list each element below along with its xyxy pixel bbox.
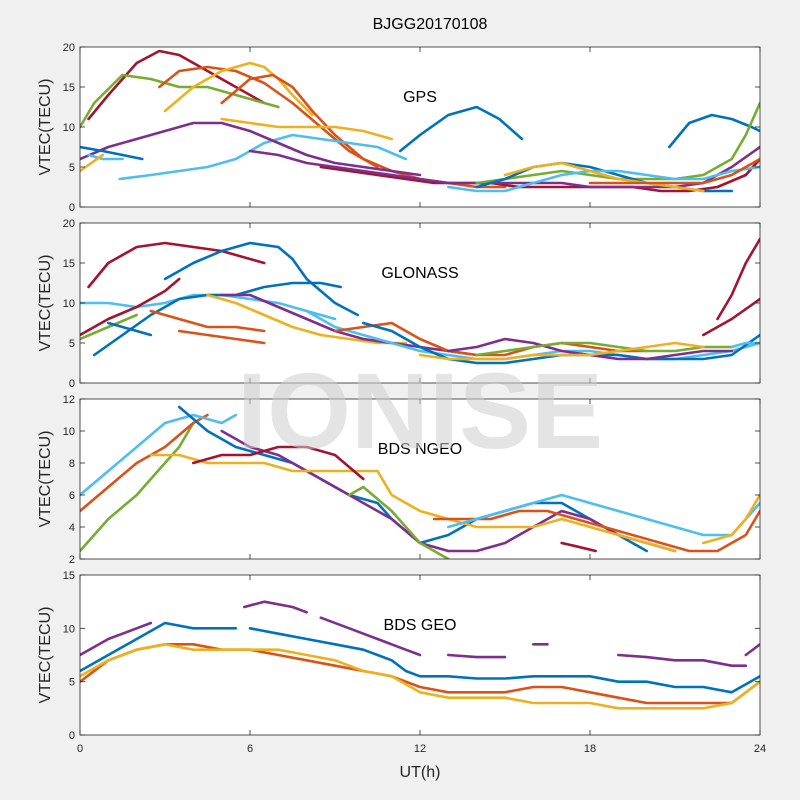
- series-group: [80, 49, 760, 193]
- series-line-1: [87, 241, 266, 289]
- panel-title: GPS: [403, 89, 437, 106]
- x-tick-label: 6: [247, 743, 253, 755]
- series-line-20: [80, 153, 104, 173]
- series-line-10: [446, 493, 760, 537]
- y-tick-label: 6: [69, 490, 75, 502]
- figure-title: BJGG20170108: [373, 16, 488, 33]
- series-line-3: [158, 65, 379, 169]
- series-line-2: [163, 241, 360, 317]
- panel-title: GLONASS: [381, 265, 458, 282]
- series-line-4: [446, 653, 507, 659]
- x-tick-label: 24: [754, 743, 766, 755]
- y-axis-label: VTEC(TECU): [37, 79, 54, 176]
- y-tick-label: 0: [69, 378, 75, 390]
- panel-3: 2 4 6 8 10 12 VTEC(TECU) BDS NGEO: [37, 394, 761, 566]
- series-line-1: [87, 49, 266, 121]
- y-tick-label: 15: [63, 82, 75, 94]
- series-line-13: [333, 321, 649, 357]
- x-tick-label: 12: [414, 743, 426, 755]
- y-axis-label: VTEC(TECU): [37, 255, 54, 352]
- y-tick-label: 10: [63, 122, 75, 134]
- series-line-7: [80, 621, 238, 673]
- series-line-7: [107, 321, 153, 337]
- series-line-9: [432, 509, 760, 553]
- series-group: [80, 600, 760, 710]
- series-group: [80, 405, 760, 559]
- watermark: IONISE: [237, 350, 603, 471]
- series-line-2: [243, 600, 309, 614]
- series-line-5: [616, 653, 748, 668]
- x-tick-label: 18: [584, 743, 596, 755]
- y-tick-label: 2: [69, 554, 75, 566]
- series-line-19: [701, 297, 760, 337]
- plot-area: [80, 399, 760, 559]
- series-line-8: [248, 626, 760, 694]
- series-line-2: [80, 73, 280, 129]
- series-line-7: [667, 113, 760, 149]
- series-line-10: [220, 117, 394, 141]
- series-line-17: [418, 341, 705, 361]
- series-line-3: [80, 413, 238, 497]
- y-tick-label: 4: [69, 522, 75, 534]
- series-line-6: [80, 313, 138, 341]
- series-line-7: [192, 445, 365, 481]
- series-line-19: [87, 153, 124, 161]
- panel-1: 0 5 10 15 20 VTEC(TECU) GPS: [37, 42, 761, 214]
- series-line-10: [206, 293, 408, 345]
- y-tick-label: 5: [69, 338, 75, 350]
- y-tick-label: 15: [63, 570, 75, 582]
- panel-2: 0 5 10 15 20 VTEC(TECU) GLONASS: [37, 218, 761, 390]
- series-line-10: [80, 642, 760, 710]
- panel-4: 0 5 10 15 0 6 12 18 24 VTEC(TECU) BDS GEO UT(h): [37, 570, 766, 781]
- y-tick-label: 5: [69, 677, 75, 689]
- y-tick-label: 20: [63, 218, 75, 230]
- y-tick-label: 12: [63, 394, 75, 406]
- series-line-17: [588, 157, 760, 185]
- series-line-11: [220, 293, 479, 357]
- panel-title: BDS GEO: [384, 617, 457, 634]
- series-line-18: [80, 145, 144, 161]
- series-line-16: [475, 341, 734, 357]
- series-line-6: [398, 105, 524, 153]
- series-line-16: [503, 161, 705, 193]
- series-line-8: [149, 309, 266, 333]
- y-tick-label: 10: [63, 426, 75, 438]
- y-tick-label: 5: [69, 162, 75, 174]
- series-line-18: [716, 237, 760, 321]
- y-tick-label: 20: [63, 42, 75, 54]
- series-line-9: [80, 121, 422, 177]
- series-line-5: [80, 277, 181, 337]
- series-line-12: [560, 541, 598, 553]
- series-line-1: [80, 421, 195, 553]
- y-tick-label: 0: [69, 202, 75, 214]
- plot-area: [80, 223, 760, 383]
- x-tick-label: 0: [77, 743, 83, 755]
- y-tick-label: 15: [63, 258, 75, 270]
- y-tick-label: 10: [63, 298, 75, 310]
- panel-title: BDS NGEO: [378, 441, 462, 458]
- series-line-11: [701, 493, 760, 545]
- series-line-9: [177, 329, 266, 345]
- series-line-15: [446, 165, 760, 193]
- series-line-6: [149, 453, 677, 553]
- y-tick-label: 0: [69, 730, 75, 742]
- y-tick-label: 8: [69, 458, 75, 470]
- series-line-1: [80, 621, 153, 657]
- y-axis-label: VTEC(TECU): [37, 431, 54, 528]
- series-line-9: [80, 642, 760, 705]
- series-line-3: [319, 616, 422, 657]
- series-line-4: [163, 61, 314, 117]
- y-axis-label: VTEC(TECU): [37, 607, 54, 704]
- y-tick-label: 10: [63, 623, 75, 635]
- series-line-8: [118, 133, 408, 181]
- series-group: [80, 237, 760, 365]
- series-line-6: [744, 642, 760, 657]
- x-axis-label: UT(h): [400, 764, 441, 781]
- series-line-8: [347, 485, 450, 559]
